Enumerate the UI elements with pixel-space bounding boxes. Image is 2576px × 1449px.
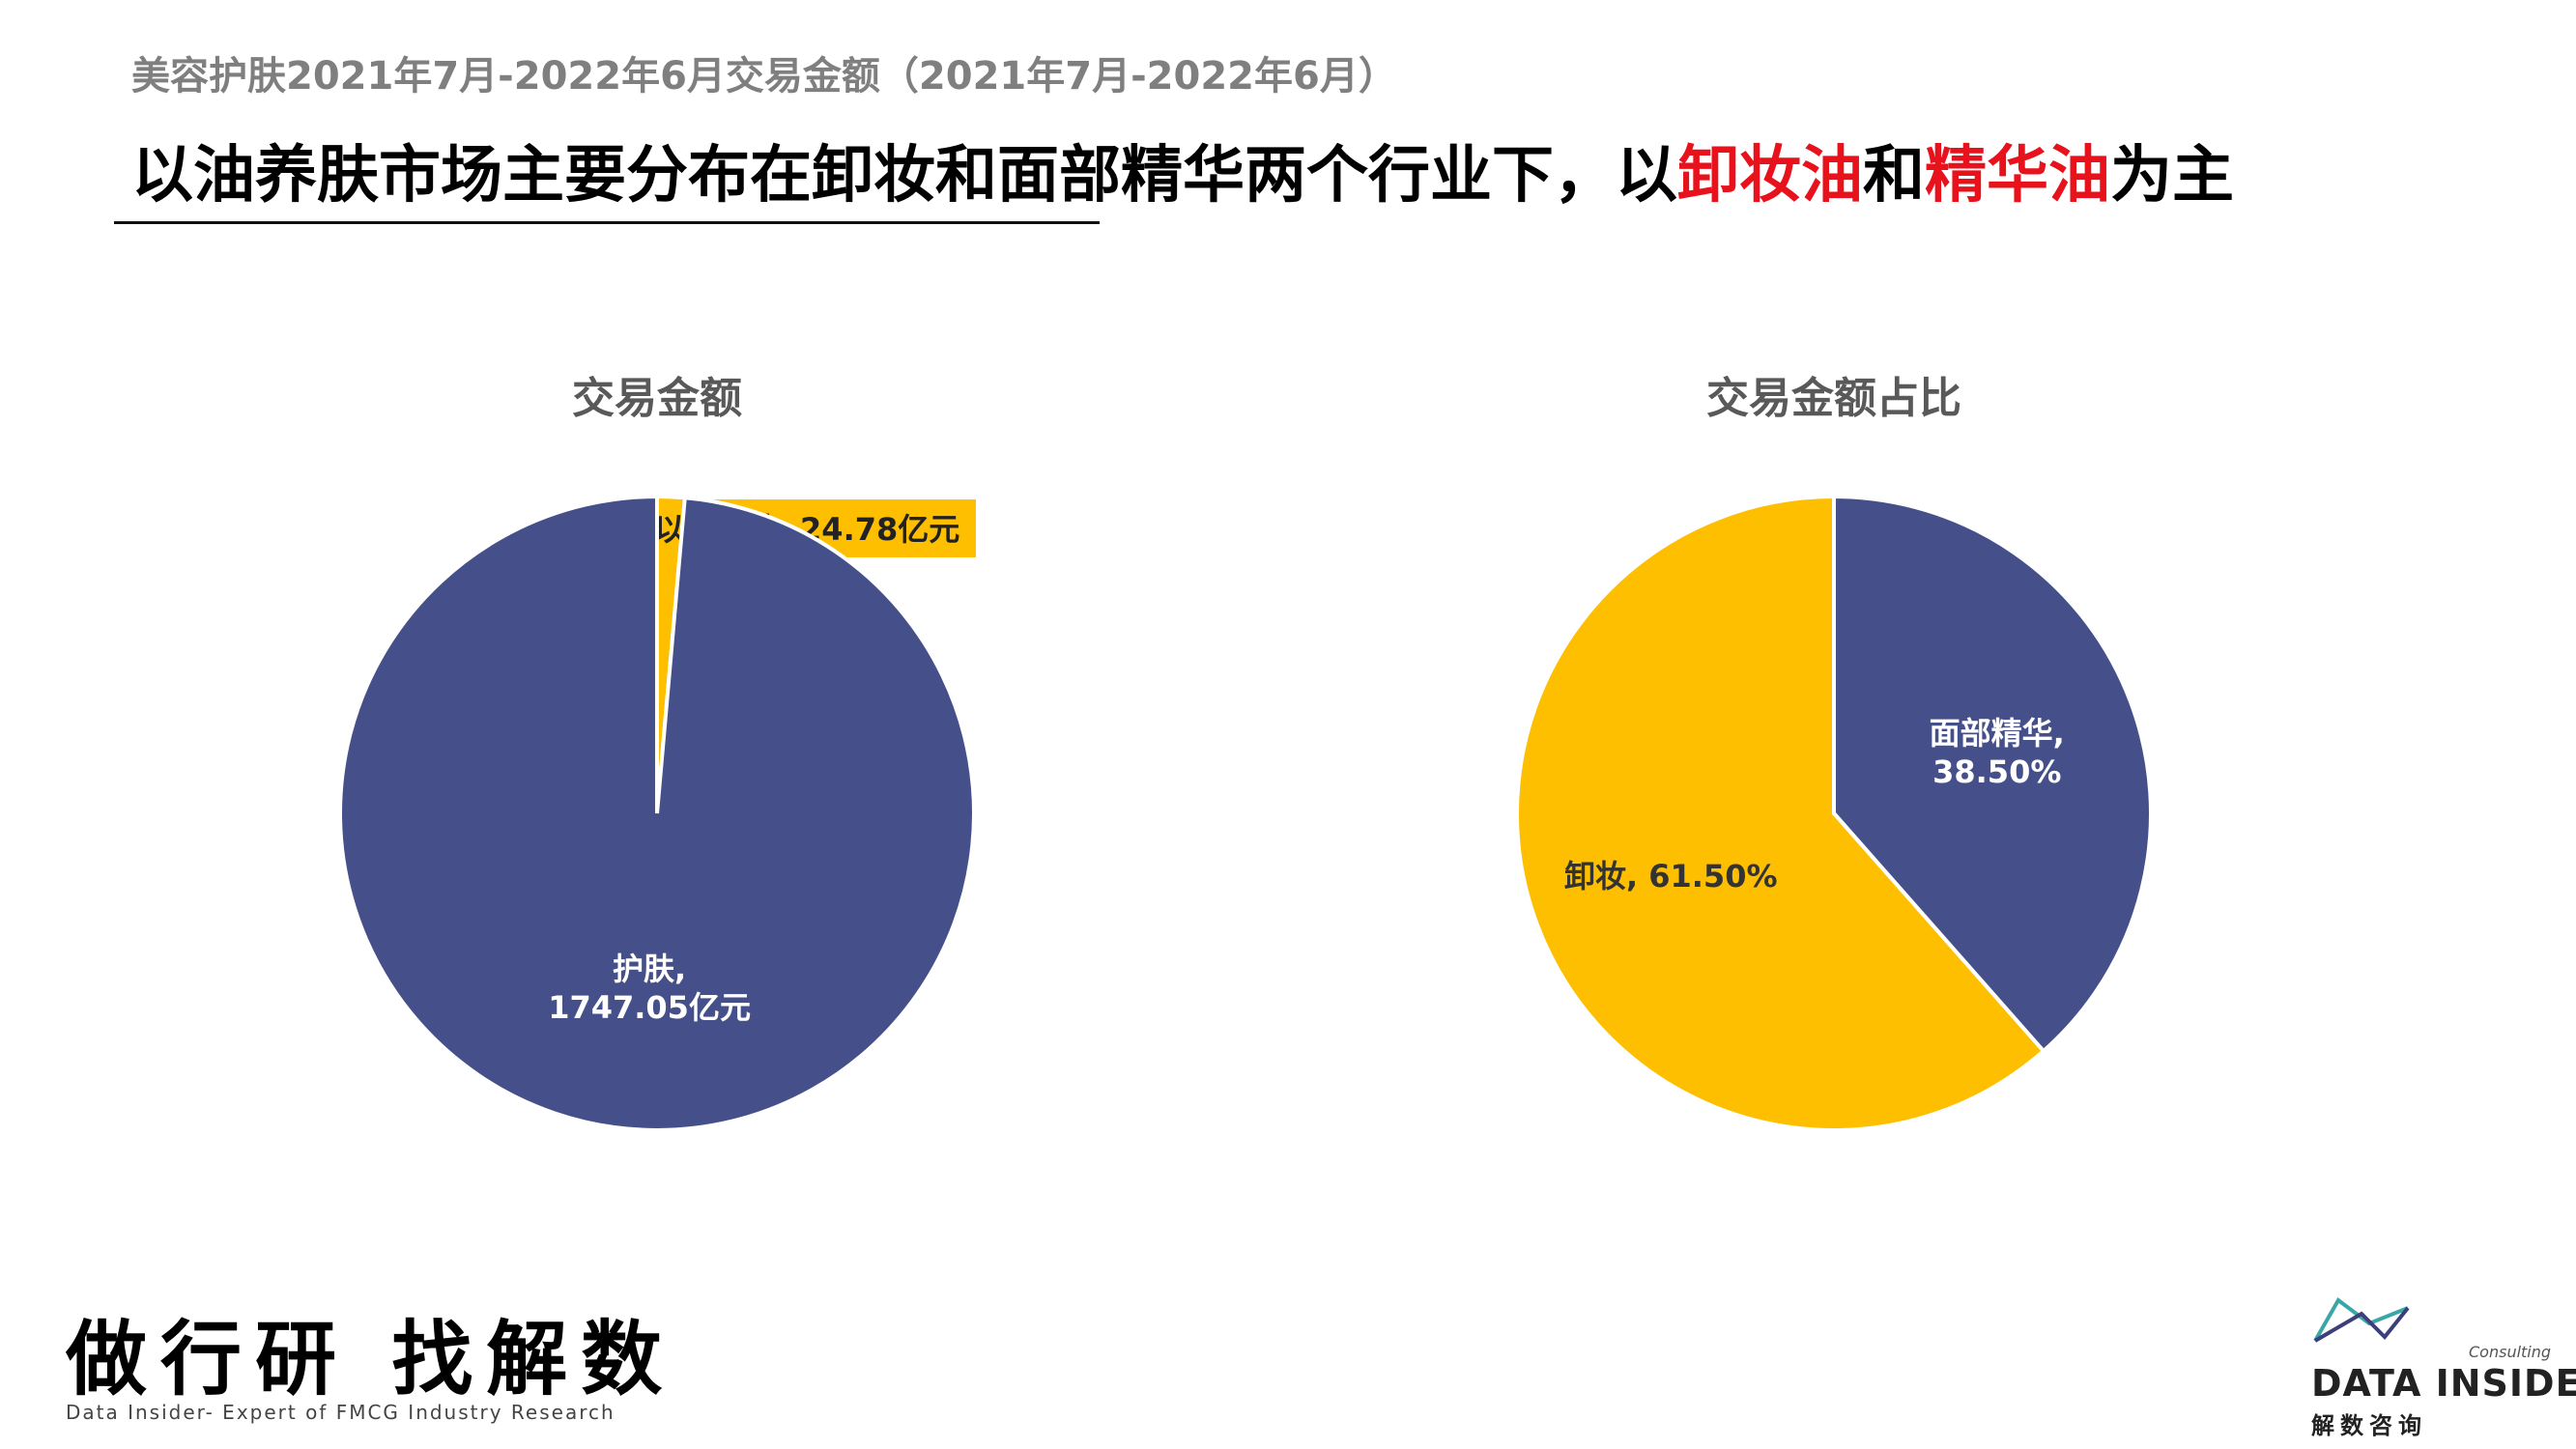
pie-slice-1-0 [1832,494,2153,1054]
slice-label-0-1-0: 护肤, [613,951,686,987]
logo-chinese-name: 解数咨询 [2311,1412,2427,1439]
headline-part: 以油养肤市场主要分布在卸妆和面部精华两个行业下，以 [131,140,1677,212]
slice-label-1-0-1: 38.50% [1932,753,2061,790]
headline-part: 为主 [2110,140,2234,212]
data-insider-logo-icon [2313,1297,2410,1343]
pie-chart-transaction-share: 面部精华,38.50% 卸妆, 61.50% [1515,494,2153,1132]
logo-name: DATA INSIDER [2311,1362,2576,1405]
slide-headline: 以油养肤市场主要分布在卸妆和面部精华两个行业下，以卸妆油和精华油为主 [131,126,2234,214]
slide-subtitle: 美容护肤2021年7月-2022年6月交易金额（2021年7月-2022年6月） [131,54,1397,99]
slice-label-1-0-0: 面部精华, [1930,715,2065,752]
headline-highlight-essence-oil: 精华油 [1925,140,2110,212]
slice-label-0-1-1: 1747.05亿元 [548,989,751,1026]
footer-slogan-subtitle: Data Insider- Expert of FMCG Industry Re… [66,1401,615,1424]
footer-slogan: 做行研 找解数 [66,1311,676,1406]
headline-part: 和 [1863,140,1925,212]
title-underline [114,221,1100,224]
pie-slice-0-1 [338,494,976,1132]
slice-label-1-1-0: 卸妆, 61.50% [1564,858,1778,895]
chart-title-transaction-share: 交易金额占比 [1706,374,1961,423]
chart-title-transaction-amount: 交易金额 [572,374,742,423]
pie-slice-1-1 [1515,494,2046,1132]
headline-highlight-remover-oil: 卸妆油 [1677,140,1863,212]
logo-consulting-text: Consulting [2469,1343,2552,1361]
